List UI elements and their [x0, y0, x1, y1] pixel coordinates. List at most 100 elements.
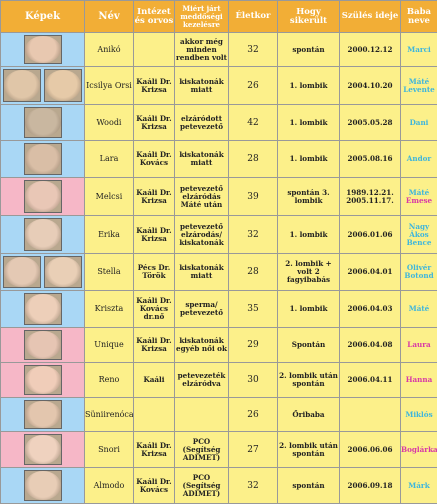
name-cell: Melcsi — [85, 178, 134, 216]
age-cell: 42 — [229, 105, 278, 141]
reason-cell: petevezeték elzáródva — [175, 363, 229, 398]
baby-photo — [24, 400, 62, 429]
baby-name-cell: Máté Emese — [401, 178, 437, 216]
age-cell: 30 — [229, 363, 278, 398]
doctor-cell: Kaáli Dr. Kovács — [134, 468, 175, 504]
photo-cell — [1, 398, 85, 432]
birth-cell: 2006.04.08 — [340, 328, 401, 363]
reason-cell: petevezető elzárodás/ kiskatonák — [175, 216, 229, 254]
reason-cell: petevezető elzáródás Máté után — [175, 178, 229, 216]
header-intezet: Intézet és orvos — [134, 1, 175, 33]
doctor-cell: Kaáli — [134, 363, 175, 398]
doctor-cell: Kaáli Dr. Krizsa — [134, 105, 175, 141]
result-cell: 1. lombik — [278, 67, 340, 105]
baby-photo — [3, 69, 41, 102]
baby-name-cell: Hanna — [401, 363, 437, 398]
photo-cell — [1, 363, 85, 398]
baby-photo — [44, 256, 82, 288]
doctor-cell: Kaáli Dr. Krizsa — [134, 178, 175, 216]
name-cell: Snori — [85, 432, 134, 468]
name-cell: Unique — [85, 328, 134, 363]
baby-photo — [24, 218, 62, 251]
header-kepek: Képek — [1, 1, 85, 33]
doctor-cell: Kaáli Dr. Krizsa — [134, 432, 175, 468]
baby-face — [25, 219, 61, 250]
age-cell: 28 — [229, 141, 278, 178]
baby-name-cell: Máté — [401, 291, 437, 328]
photo-cell — [1, 328, 85, 363]
baby-face — [25, 331, 61, 359]
header-baba: Baba neve — [401, 1, 437, 33]
result-cell: spontán — [278, 468, 340, 504]
baby-name-cell: Miklós — [401, 398, 437, 432]
photo-cell — [1, 432, 85, 468]
baby-photo — [24, 107, 62, 138]
baby-photo — [24, 143, 62, 175]
reason-cell: sperma/ petevezető — [175, 291, 229, 328]
baby-photo — [44, 69, 82, 102]
birth-cell: 2004.10.20 — [340, 67, 401, 105]
baby-photo — [24, 330, 62, 360]
reason-cell: akkor még minden rendben volt — [175, 33, 229, 67]
result-cell: 2. lombik után spontán — [278, 432, 340, 468]
baby-face — [25, 36, 61, 63]
birth-cell: 1989.12.21. 2005.11.17. — [340, 178, 401, 216]
baby-face — [25, 435, 61, 464]
birth-cell: 2000.12.12 — [340, 33, 401, 67]
name-cell: Woodi — [85, 105, 134, 141]
baby-photo — [24, 470, 62, 501]
birth-cell: 2006.06.06 — [340, 432, 401, 468]
baby-name-cell: Nagy Ákos Bence — [401, 216, 437, 254]
photo-cell — [1, 216, 85, 254]
baby-face — [4, 257, 40, 287]
name-cell: Süniirenóca — [85, 398, 134, 432]
baby-face — [25, 471, 61, 500]
name-cell: Kriszta — [85, 291, 134, 328]
baby-name-cell: Marci — [401, 33, 437, 67]
reason-cell: kiskatonák miatt — [175, 67, 229, 105]
header-miert: Miért járt meddőségi kezelésre — [175, 1, 229, 33]
name-cell: Stella — [85, 254, 134, 291]
baby-face — [25, 108, 61, 137]
baby-photo — [24, 35, 62, 64]
result-cell: 1. lombik — [278, 216, 340, 254]
photo-cell — [1, 105, 85, 141]
name-cell: Reno — [85, 363, 134, 398]
baby-photo — [24, 293, 62, 325]
header-szules: Szülés ideje — [340, 1, 401, 33]
birth-cell: 2005.08.16 — [340, 141, 401, 178]
age-cell: 32 — [229, 216, 278, 254]
doctor-cell — [134, 33, 175, 67]
photo-cell — [1, 178, 85, 216]
header-row: Képek Név Intézet és orvos Miért járt me… — [1, 1, 437, 33]
baby-face — [45, 70, 81, 101]
baby-face — [25, 144, 61, 174]
age-cell: 39 — [229, 178, 278, 216]
baby-photo — [24, 434, 62, 465]
doctor-cell: Kaáli Dr. Krizsa — [134, 328, 175, 363]
baby-photo — [24, 180, 62, 213]
baby-face — [25, 181, 61, 212]
baby-face — [25, 366, 61, 394]
reason-cell: PCO (Segítség ADIMET) — [175, 468, 229, 504]
age-cell: 29 — [229, 328, 278, 363]
name-cell: Icsilya Orsi — [85, 67, 134, 105]
baby-name-cell: Boglárka — [401, 432, 437, 468]
result-cell: spontán 3. lombik — [278, 178, 340, 216]
photo-cell — [1, 67, 85, 105]
photo-cell — [1, 141, 85, 178]
birth-cell: 2006.09.18 — [340, 468, 401, 504]
doctor-cell: Pécs Dr. Török — [134, 254, 175, 291]
result-cell: 2. lombik után spontán — [278, 363, 340, 398]
baby-name-cell: Andor — [401, 141, 437, 178]
birth-cell: 2006.04.01 — [340, 254, 401, 291]
